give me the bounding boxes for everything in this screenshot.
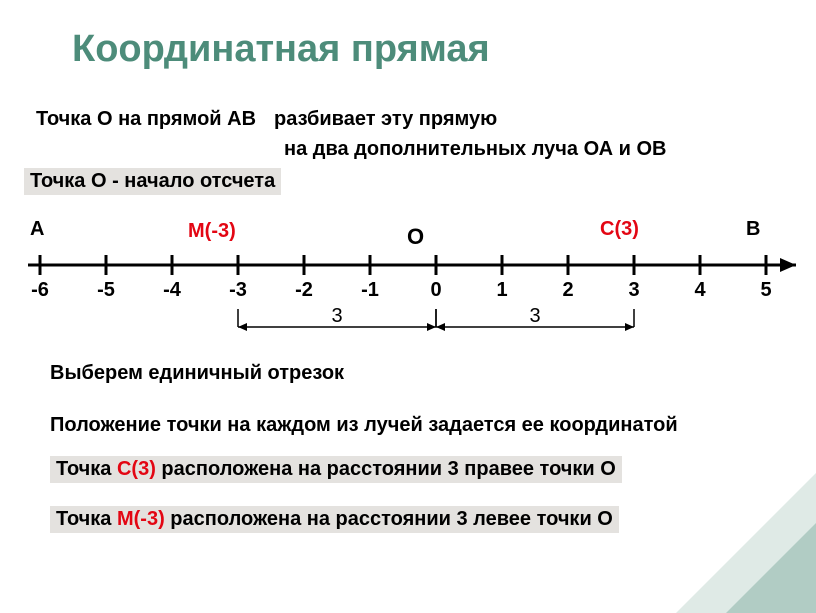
tick-label: 5 bbox=[760, 279, 771, 302]
label-A: А bbox=[30, 218, 44, 241]
tick-label: -1 bbox=[361, 279, 379, 302]
m-note: Точка М(-3) расположена на расстоянии 3 … bbox=[50, 506, 619, 533]
m-note-post: расположена на расстоянии 3 левее точки … bbox=[165, 508, 613, 530]
dimension-label: 3 bbox=[331, 305, 342, 328]
tick-label: 0 bbox=[430, 279, 441, 302]
m-note-pt: М(-3) bbox=[117, 508, 165, 530]
tick-label: 4 bbox=[694, 279, 705, 302]
tick-label: 3 bbox=[628, 279, 639, 302]
label-O: О bbox=[407, 224, 424, 250]
tick-label: -3 bbox=[229, 279, 247, 302]
c-note-pre: Точка bbox=[56, 458, 117, 480]
dimension-label: 3 bbox=[529, 305, 540, 328]
label-B: В bbox=[746, 218, 760, 241]
unit-note: Выберем единичный отрезок bbox=[50, 362, 344, 385]
text-line-1b: разбивает эту прямую bbox=[274, 108, 497, 131]
tick-label: 2 bbox=[562, 279, 573, 302]
page-title: Координатная прямая bbox=[72, 28, 490, 71]
tick-label: -6 bbox=[31, 279, 49, 302]
text-line-2: на два дополнительных луча ОА и ОВ bbox=[284, 138, 666, 161]
tick-label: -5 bbox=[97, 279, 115, 302]
tick-label: -2 bbox=[295, 279, 313, 302]
corner-accent-small bbox=[726, 523, 816, 613]
tick-label: 1 bbox=[496, 279, 507, 302]
label-M: М(-3) bbox=[188, 220, 236, 243]
tick-label: -4 bbox=[163, 279, 181, 302]
coord-note: Положение точки на каждом из лучей задае… bbox=[50, 414, 678, 437]
c-note-pt: С(3) bbox=[117, 458, 156, 480]
origin-note: Точка О - начало отсчета bbox=[24, 168, 281, 195]
label-C: С(3) bbox=[600, 218, 639, 241]
c-note-post: расположена на расстоянии 3 правее точки… bbox=[156, 458, 616, 480]
m-note-pre: Точка bbox=[56, 508, 117, 530]
text-line-1a: Точка О на прямой АВ bbox=[36, 108, 256, 131]
c-note: Точка С(3) расположена на расстоянии 3 п… bbox=[50, 456, 622, 483]
